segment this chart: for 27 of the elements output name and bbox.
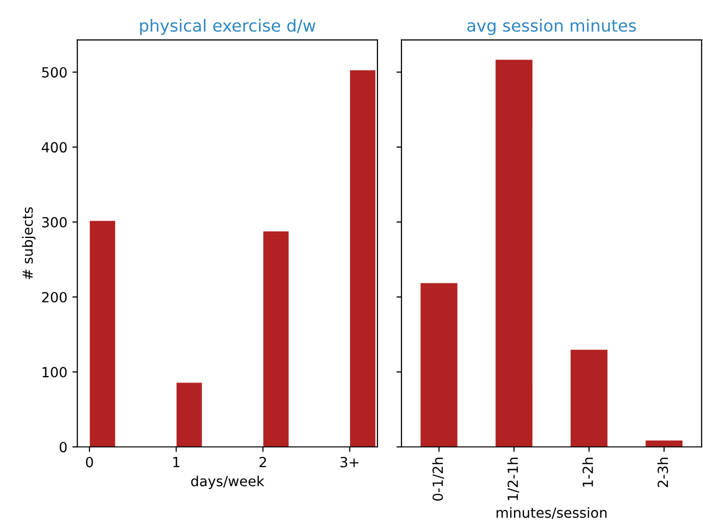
x-tick-label: 1 — [173, 457, 180, 468]
y-tick-label: 500 — [42, 67, 67, 78]
y-tick-label: 0 — [60, 442, 67, 452]
x-tick-label: 0-1/2h — [432, 458, 444, 501]
y-tick-label: 300 — [42, 217, 67, 228]
y-tick-label: 100 — [42, 366, 67, 378]
x-axis-title: days/week — [191, 476, 264, 490]
x-tick-label: 2-3h — [657, 458, 668, 488]
x-axis-title: minutes/session — [496, 507, 607, 519]
bar — [420, 282, 458, 447]
bar — [89, 220, 116, 447]
y-tick-label: 200 — [42, 292, 67, 302]
y-tick-label: 400 — [42, 142, 67, 153]
x-tick-label: 3+ — [340, 456, 358, 468]
x-tick-label: 2 — [260, 456, 266, 468]
x-tick-label: 1/2-1h — [507, 458, 520, 500]
y-axis-title: # subjects — [22, 207, 36, 280]
bar — [262, 230, 290, 447]
chart-title: avg session minutes — [467, 18, 636, 36]
x-tick-label: 0 — [86, 456, 93, 468]
x-tick-label: 1-2h — [582, 458, 593, 487]
bar — [494, 59, 534, 447]
bar — [176, 382, 203, 447]
chart-title: physical exercise d/w — [140, 18, 316, 36]
bar — [644, 440, 684, 447]
bar — [349, 70, 376, 447]
bar — [570, 349, 608, 447]
